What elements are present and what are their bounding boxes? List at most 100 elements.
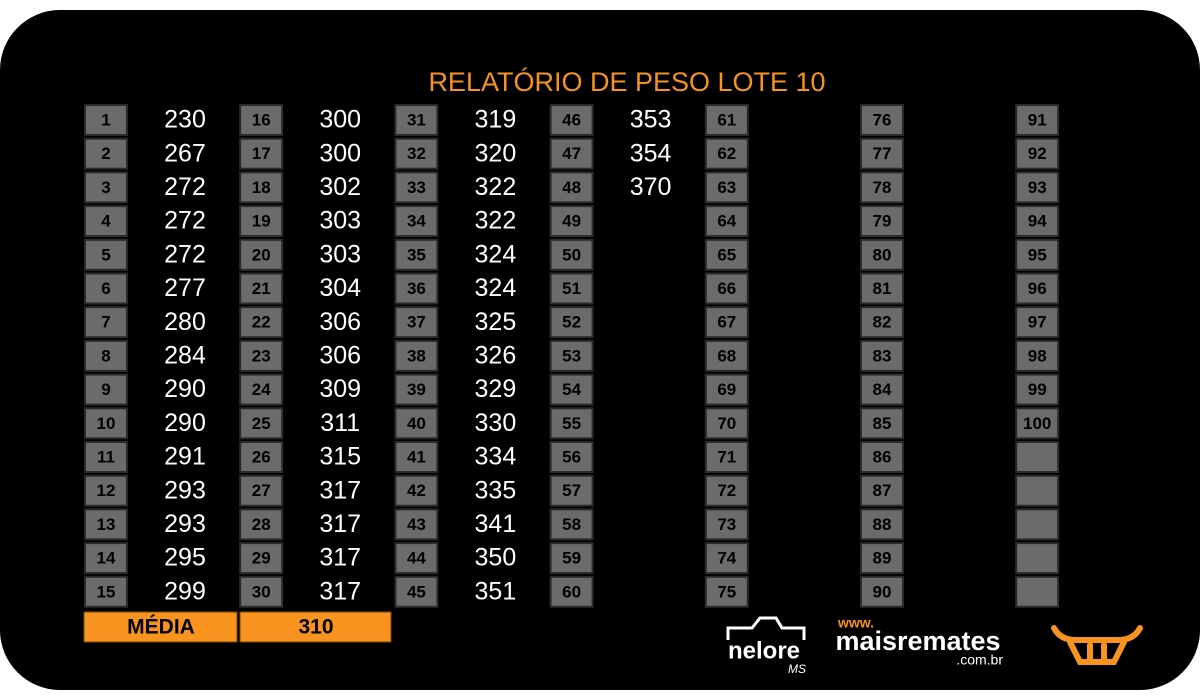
lot-number: 89 — [873, 549, 892, 568]
lot-box — [239, 171, 284, 204]
lot-weight: 230 — [164, 106, 206, 134]
lot-number: 99 — [1028, 380, 1047, 399]
lot-number: 15 — [97, 582, 116, 601]
lot-number: 54 — [562, 380, 581, 399]
lot-box — [549, 171, 594, 204]
lot-weight: 341 — [475, 510, 517, 538]
lot-box — [704, 575, 749, 608]
lot-box — [704, 272, 749, 305]
lot-number: 87 — [873, 481, 892, 500]
lot-weight: 354 — [630, 139, 672, 167]
lot-box — [1015, 104, 1060, 136]
lot-number: 80 — [873, 245, 892, 264]
lot-number: 64 — [717, 212, 736, 231]
lot-weight: 277 — [164, 274, 206, 302]
lot-weight: 293 — [164, 510, 206, 538]
lot-number: 77 — [873, 144, 892, 163]
lot-box — [704, 474, 749, 507]
lot-weight: 322 — [475, 173, 517, 201]
lot-weight: 317 — [319, 577, 361, 605]
lot-box — [549, 104, 594, 136]
lot-box — [704, 407, 749, 440]
lot-number: 4 — [101, 212, 111, 231]
lot-box — [394, 205, 439, 238]
lot-number: 90 — [873, 582, 892, 601]
lot-box — [704, 205, 749, 238]
lot-number: 86 — [873, 447, 892, 466]
lot-box — [549, 238, 594, 271]
lot-box — [394, 441, 439, 473]
lot-weight: 272 — [164, 207, 206, 235]
lot-weight: 295 — [164, 544, 206, 572]
lot-number: 10 — [97, 414, 116, 433]
lot-weight: 322 — [475, 207, 517, 235]
lot-box — [549, 575, 594, 608]
lot-number: 88 — [873, 515, 892, 534]
lot-box — [549, 272, 594, 305]
lot-weight: 370 — [630, 173, 672, 201]
lot-weight: 353 — [630, 106, 672, 134]
lot-weight: 303 — [319, 240, 361, 268]
lot-box — [1015, 474, 1060, 507]
lot-number: 70 — [717, 414, 736, 433]
lot-box — [549, 508, 594, 541]
lot-number: 31 — [407, 110, 426, 129]
lot-number: 83 — [873, 346, 892, 365]
lot-number: 2 — [101, 144, 110, 163]
lot-number: 82 — [873, 313, 892, 332]
lot-box — [860, 205, 904, 238]
lot-box — [394, 508, 439, 541]
lot-box — [860, 104, 904, 136]
lot-weight: 290 — [164, 375, 206, 403]
lot-box — [394, 171, 439, 204]
lot-number: 34 — [407, 212, 426, 231]
lot-box — [1015, 137, 1060, 170]
lot-number: 100 — [1023, 414, 1051, 433]
lot-box — [704, 104, 749, 136]
lot-number: 40 — [407, 414, 426, 433]
lot-box — [84, 238, 128, 271]
lot-weight: 303 — [319, 207, 361, 235]
lot-box — [394, 575, 439, 608]
lot-number: 60 — [562, 582, 581, 601]
lot-number: 41 — [407, 447, 426, 466]
lot-box — [84, 407, 128, 440]
lot-box — [84, 104, 128, 136]
lot-box — [394, 474, 439, 507]
lot-box — [84, 272, 128, 305]
lot-number: 29 — [252, 549, 271, 568]
nelore-icon — [726, 616, 806, 640]
lot-box — [860, 441, 904, 473]
lot-number: 79 — [873, 212, 892, 231]
lot-number: 72 — [717, 481, 736, 500]
lot-number: 20 — [252, 245, 271, 264]
lot-number: 17 — [252, 144, 271, 163]
lot-number: 61 — [717, 110, 736, 129]
lot-number: 78 — [873, 178, 892, 197]
lot-number: 51 — [562, 279, 581, 298]
lot-box — [704, 542, 749, 575]
average-label-cell — [83, 611, 238, 643]
lot-box — [1015, 171, 1060, 204]
lot-box — [84, 306, 128, 339]
lot-number: 26 — [252, 447, 271, 466]
lot-box — [394, 104, 439, 136]
nelore-state: MS — [788, 662, 806, 676]
lot-box — [704, 508, 749, 541]
lot-number: 67 — [717, 313, 736, 332]
lot-box — [549, 306, 594, 339]
lot-number: 28 — [252, 515, 271, 534]
lot-number: 75 — [717, 582, 736, 601]
lot-box — [239, 238, 284, 271]
lot-box — [1015, 205, 1060, 238]
lot-number: 14 — [97, 549, 116, 568]
lot-number: 38 — [407, 346, 426, 365]
lot-weight: 291 — [164, 443, 206, 471]
lot-box — [394, 137, 439, 170]
site-name: maisremates — [835, 626, 1000, 656]
lot-number: 81 — [873, 279, 892, 298]
lot-box — [549, 137, 594, 170]
lot-box — [239, 339, 284, 372]
lot-number: 45 — [407, 582, 426, 601]
lot-number: 30 — [252, 582, 271, 601]
